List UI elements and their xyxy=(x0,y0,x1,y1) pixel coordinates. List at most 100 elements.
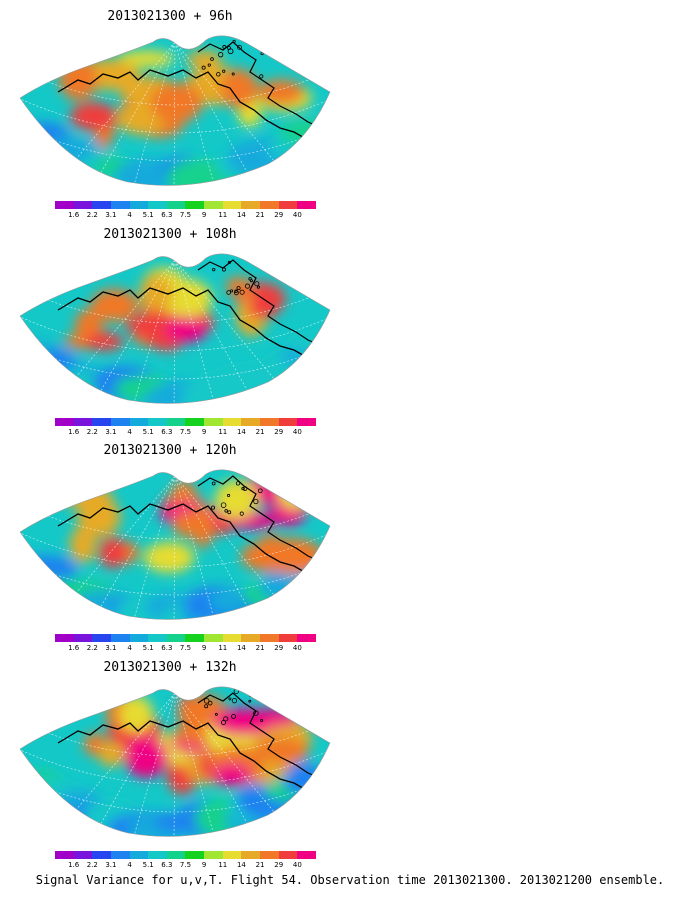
colorbar-labels-3: 1.6 2.2 3.1 4 5.1 6.3 7.5 9 11 14 21 29 40 xyxy=(42,644,328,654)
colorbar-label: 4 xyxy=(127,211,132,219)
figure-caption: Signal Variance for u,v,T. Flight 54. Ob… xyxy=(35,873,665,887)
colorbar-swatch xyxy=(110,634,130,642)
colorbar-swatch xyxy=(222,201,242,209)
colorbar-label: 3.1 xyxy=(105,644,117,652)
colorbar-swatch xyxy=(92,418,111,426)
colorbar-swatch xyxy=(73,418,93,426)
colorbar-label: 9 xyxy=(201,211,207,219)
panel-title-3: 2013021300 + 120h xyxy=(103,443,237,458)
colorbar-swatch xyxy=(129,418,149,426)
colorbar-label: 29 xyxy=(274,644,284,652)
colorbar-label: 21 xyxy=(255,211,265,219)
colorbar-label: 11 xyxy=(218,428,228,436)
colorbar-swatch xyxy=(260,418,279,426)
colorbar-swatch xyxy=(110,418,130,426)
colorbar-label: 40 xyxy=(292,861,302,869)
colorbar-labels-4: 1.6 2.2 3.1 4 5.1 6.3 7.5 9 11 14 21 29 40 xyxy=(42,861,328,871)
colorbar-label: 2.2 xyxy=(86,211,98,219)
colorbar-label: 29 xyxy=(274,861,284,869)
colorbar-label: 1.6 xyxy=(68,211,80,219)
colorbar-label: 9 xyxy=(201,428,207,436)
colorbar-swatch xyxy=(73,851,93,859)
colorbar-label: 2.2 xyxy=(86,428,98,436)
colorbar-labels-2: 1.6 2.2 3.1 4 5.1 6.3 7.5 9 11 14 21 29 40 xyxy=(42,428,328,438)
colorbar-swatch xyxy=(222,634,242,642)
panel-title-1: 2013021300 + 96h xyxy=(107,9,233,24)
colorbar-swatch xyxy=(92,634,111,642)
colorbar-swatch xyxy=(129,201,149,209)
colorbar-label: 1.6 xyxy=(68,861,80,869)
colorbar-swatch xyxy=(92,201,111,209)
colorbar-label: 7.5 xyxy=(179,211,192,219)
colorbar-label: 11 xyxy=(218,211,228,219)
colorbar-label: 21 xyxy=(255,861,265,869)
colorbar-label: 1.6 xyxy=(68,644,80,652)
colorbar-swatch xyxy=(222,851,242,859)
colorbar-swatch xyxy=(297,851,316,859)
colorbar-swatch xyxy=(148,634,167,642)
colorbar-label: 9 xyxy=(201,644,207,652)
colorbar-swatch xyxy=(185,851,205,859)
colorbar-swatch xyxy=(241,634,261,642)
colorbar-swatch xyxy=(148,201,167,209)
colorbar-label: 3.1 xyxy=(105,861,117,869)
colorbar-label: 5.1 xyxy=(142,861,154,869)
colorbar-label: 5.1 xyxy=(142,428,154,436)
colorbar-label: 14 xyxy=(236,644,246,652)
colorbar-label: 9 xyxy=(201,861,207,869)
map-panel-4 xyxy=(19,686,331,837)
colorbar-label: 14 xyxy=(236,861,246,869)
colorbar-swatch xyxy=(297,201,316,209)
colorbar-swatch xyxy=(204,201,223,209)
colorbar-4 xyxy=(55,851,316,859)
colorbar-swatch xyxy=(260,851,279,859)
colorbar-label: 29 xyxy=(274,428,284,436)
colorbar-label: 7.5 xyxy=(179,861,192,869)
colorbar-label: 2.2 xyxy=(86,644,98,652)
colorbar-swatch xyxy=(185,201,205,209)
colorbar-swatch xyxy=(55,851,74,859)
colorbar-swatch xyxy=(204,418,223,426)
colorbar-swatch xyxy=(166,201,186,209)
colorbar-swatch xyxy=(55,634,74,642)
colorbar-swatch xyxy=(241,201,261,209)
colorbar-swatch xyxy=(73,634,93,642)
colorbar-label: 6.3 xyxy=(161,211,173,219)
panel-title-4: 2013021300 + 132h xyxy=(103,660,237,675)
colorbar-swatch xyxy=(148,418,167,426)
colorbar-swatch xyxy=(297,634,316,642)
colorbar-swatch xyxy=(260,201,279,209)
colorbar-swatch xyxy=(73,201,93,209)
colorbar-label: 7.5 xyxy=(179,644,192,652)
colorbar-swatch xyxy=(185,418,205,426)
colorbar-label: 21 xyxy=(255,428,265,436)
colorbar-label: 6.3 xyxy=(161,644,173,652)
colorbar-label: 5.1 xyxy=(142,211,154,219)
map-panel-2 xyxy=(19,253,331,404)
colorbar-swatch xyxy=(297,418,316,426)
colorbar-swatch xyxy=(92,851,111,859)
colorbar-label: 40 xyxy=(292,428,302,436)
colorbar-label: 21 xyxy=(255,644,265,652)
colorbar-label: 11 xyxy=(218,644,228,652)
panel-title-2: 2013021300 + 108h xyxy=(103,227,237,242)
colorbar-swatch xyxy=(260,634,279,642)
colorbar-label: 4 xyxy=(127,861,132,869)
colorbar-label: 14 xyxy=(236,211,246,219)
colorbar-label: 4 xyxy=(127,428,132,436)
map-panel-1 xyxy=(19,35,331,186)
colorbar-swatch xyxy=(129,634,149,642)
colorbar-label: 11 xyxy=(218,861,228,869)
colorbar-swatch xyxy=(148,851,167,859)
colorbar-swatch xyxy=(55,418,74,426)
colorbar-2 xyxy=(55,418,316,426)
colorbar-label: 6.3 xyxy=(161,428,173,436)
colorbar-1 xyxy=(55,201,316,209)
colorbar-swatch xyxy=(110,201,130,209)
colorbar-label: 4 xyxy=(127,644,132,652)
colorbar-swatch xyxy=(204,851,223,859)
colorbar-label: 40 xyxy=(292,211,302,219)
colorbar-3 xyxy=(55,634,316,642)
colorbar-labels-1: 1.6 2.2 3.1 4 5.1 6.3 7.5 9 11 14 21 29 40 xyxy=(42,211,328,221)
colorbar-label: 6.3 xyxy=(161,861,173,869)
